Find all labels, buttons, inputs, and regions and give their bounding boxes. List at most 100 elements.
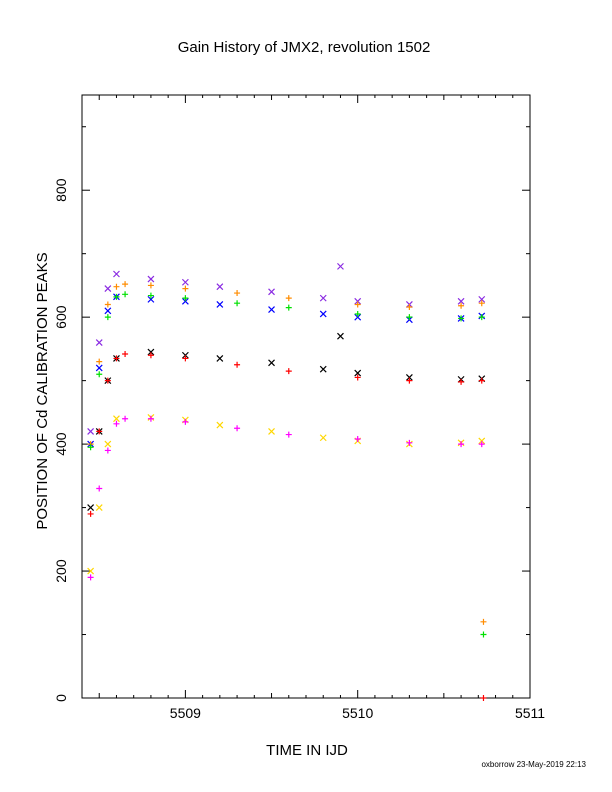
data-point [96,371,103,378]
y-tick-label: 0 [53,694,69,702]
data-point [406,439,413,446]
data-point [113,283,120,290]
data-point [181,351,189,359]
data-point [104,314,111,321]
data-point [87,510,94,517]
data-point [216,283,224,291]
data-point [354,313,362,321]
data-point [216,301,224,308]
data-point [285,368,292,375]
data-point [478,295,486,303]
data-point [478,437,486,445]
data-point [478,377,485,384]
data-point [104,285,112,293]
data-point [104,447,111,454]
data-point [354,310,361,317]
data-point [147,295,155,303]
data-point [147,415,154,422]
data-point [113,293,120,300]
series-3 [87,332,486,512]
data-point [147,275,155,283]
data-point [337,262,344,270]
data-point [458,315,465,322]
data-point [182,285,189,292]
data-point [268,288,275,296]
data-point [285,295,292,302]
series-5 [87,281,487,625]
data-point [104,307,112,315]
data-point [147,292,154,299]
data-point [95,339,103,346]
axis-ticks: 0 200 400 600 800 5509 5510 5511 [53,95,545,721]
data-point [181,278,189,286]
data-point [354,297,362,305]
data-point [182,418,189,425]
x-tick-label: 5511 [515,705,545,721]
data-point [122,350,129,357]
data-point [319,365,327,373]
data-point [478,314,485,321]
data-point [104,301,111,308]
data-point [480,631,487,638]
data-point [104,440,112,448]
data-point [234,425,241,432]
data-point [458,302,465,309]
data-point [458,441,465,448]
data-point [234,290,241,297]
x-tick-label: 5509 [170,705,201,721]
data-point [113,415,120,423]
data-point [406,314,413,321]
series-1 [87,262,486,435]
data-point [147,282,154,289]
data-point [147,352,154,359]
x-axis-label: TIME IN IJD [266,742,348,759]
data-point [354,436,361,443]
footer-credit: oxborrow 23-May-2019 22:13 [481,760,586,769]
data-point [216,421,224,429]
data-point [354,374,361,381]
data-point [95,504,103,512]
data-point [87,444,94,451]
series-6 [87,291,487,638]
data-point [182,355,189,362]
data-point [104,377,111,384]
data-point [182,295,189,302]
data-point [87,574,94,581]
data-point [458,378,465,385]
data-point [87,504,95,512]
data-point [406,377,413,384]
data-point [87,567,95,575]
data-point [122,415,129,422]
data-point [122,291,129,298]
data-point [478,300,485,307]
data-point [234,300,241,307]
data-point [234,361,241,368]
data-point [113,270,120,278]
x-tick-label: 5510 [342,705,373,721]
data-point [406,304,413,311]
series-8 [87,415,485,581]
data-point [96,358,103,365]
data-point [405,374,413,381]
data-point [268,359,275,367]
y-tick-label: 800 [53,178,69,202]
y-tick-label: 400 [53,432,69,456]
data-point [480,695,487,701]
data-point [96,485,103,492]
data-point [113,355,120,362]
series-4 [87,414,486,575]
data-point [268,427,275,435]
data-point [181,297,189,305]
data-point [337,332,344,340]
data-point [147,348,155,356]
data-point [87,427,95,435]
y-tick-label: 200 [53,559,69,583]
data-point [319,294,327,302]
series-7 [87,350,487,701]
data-point [480,618,487,625]
data-point [95,364,103,372]
data-marks [87,262,487,701]
data-point [216,354,224,362]
data-point [285,431,292,438]
